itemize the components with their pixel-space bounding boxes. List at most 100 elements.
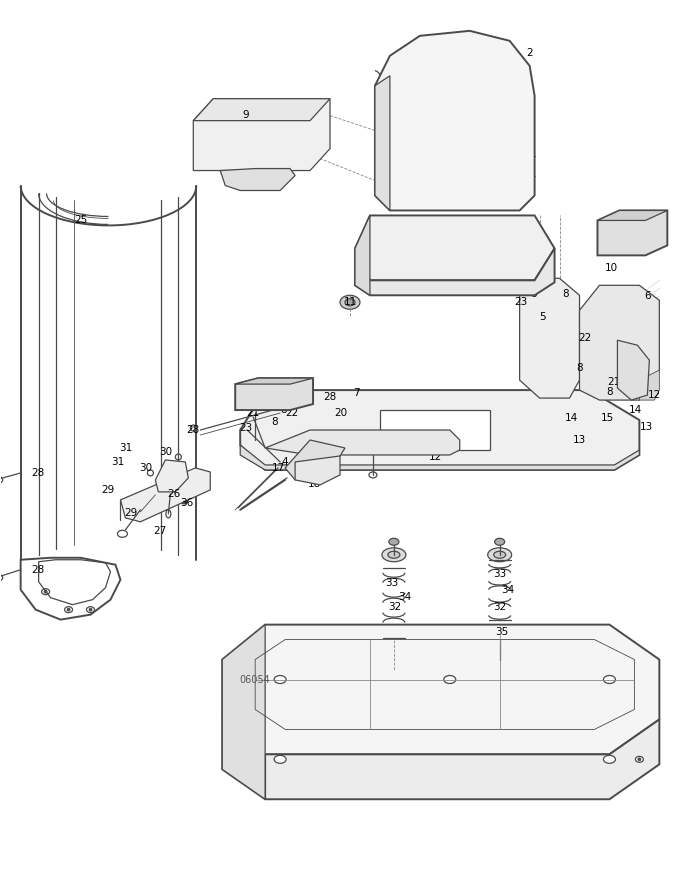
Polygon shape [380, 410, 490, 450]
Ellipse shape [319, 140, 325, 145]
Text: 14: 14 [565, 413, 578, 423]
Ellipse shape [319, 104, 325, 109]
Polygon shape [285, 440, 345, 480]
Ellipse shape [274, 755, 286, 763]
Ellipse shape [169, 475, 172, 479]
Text: 34: 34 [501, 584, 514, 595]
Ellipse shape [635, 756, 643, 762]
Text: 17: 17 [271, 463, 285, 473]
Polygon shape [235, 378, 313, 384]
Polygon shape [617, 340, 649, 400]
Text: 26: 26 [168, 489, 181, 499]
Text: 10: 10 [613, 248, 626, 257]
Ellipse shape [615, 426, 624, 433]
Ellipse shape [197, 158, 203, 163]
Ellipse shape [443, 453, 446, 457]
Ellipse shape [454, 445, 456, 449]
Ellipse shape [282, 460, 286, 464]
Text: 12: 12 [429, 452, 443, 462]
Text: 14: 14 [629, 405, 642, 415]
Ellipse shape [253, 411, 257, 415]
Polygon shape [375, 31, 534, 211]
Polygon shape [375, 76, 390, 211]
Polygon shape [155, 460, 188, 492]
Ellipse shape [432, 445, 437, 449]
Ellipse shape [258, 438, 262, 442]
Ellipse shape [148, 470, 154, 476]
Polygon shape [222, 625, 660, 754]
Text: 28: 28 [31, 564, 44, 575]
Ellipse shape [638, 758, 641, 761]
Text: 31: 31 [119, 443, 132, 453]
Polygon shape [240, 445, 639, 470]
Polygon shape [598, 211, 667, 256]
Text: 20: 20 [335, 408, 347, 418]
Ellipse shape [494, 638, 505, 646]
Polygon shape [355, 248, 555, 295]
Text: 1: 1 [426, 243, 433, 254]
Text: 13: 13 [640, 422, 653, 432]
Text: 28: 28 [187, 425, 200, 435]
Polygon shape [240, 390, 639, 470]
Text: 22: 22 [286, 408, 299, 418]
Ellipse shape [458, 436, 461, 438]
Ellipse shape [44, 591, 47, 593]
Ellipse shape [532, 309, 535, 312]
Text: 25: 25 [74, 215, 87, 226]
Ellipse shape [317, 435, 324, 441]
Text: 8: 8 [271, 417, 277, 427]
Ellipse shape [41, 589, 50, 595]
Text: 35: 35 [495, 626, 508, 637]
Polygon shape [295, 456, 340, 485]
Ellipse shape [310, 466, 320, 475]
Ellipse shape [428, 446, 431, 450]
Ellipse shape [539, 290, 547, 298]
Ellipse shape [280, 458, 288, 466]
Ellipse shape [571, 359, 579, 366]
Ellipse shape [493, 657, 507, 666]
Polygon shape [265, 430, 460, 455]
Text: 11: 11 [343, 298, 356, 307]
Ellipse shape [274, 676, 286, 683]
Ellipse shape [603, 676, 615, 683]
Ellipse shape [0, 574, 3, 582]
Text: 32: 32 [493, 602, 507, 612]
Text: 8: 8 [606, 387, 613, 397]
Text: 10: 10 [605, 263, 618, 273]
Text: 20: 20 [629, 351, 642, 361]
Text: 27: 27 [154, 526, 167, 536]
Text: 10: 10 [294, 435, 307, 445]
Ellipse shape [190, 425, 197, 431]
Ellipse shape [258, 429, 262, 431]
Text: 18: 18 [307, 479, 321, 489]
Text: 34: 34 [398, 592, 411, 602]
Ellipse shape [175, 454, 182, 460]
Ellipse shape [441, 452, 448, 458]
Polygon shape [579, 285, 660, 400]
Ellipse shape [369, 472, 377, 478]
Text: 2: 2 [526, 48, 533, 58]
Ellipse shape [603, 755, 615, 763]
Ellipse shape [494, 551, 506, 558]
Polygon shape [235, 378, 313, 410]
Ellipse shape [256, 437, 265, 444]
Text: 8: 8 [530, 290, 537, 299]
Ellipse shape [89, 608, 92, 611]
Text: 8: 8 [279, 405, 286, 415]
Ellipse shape [389, 538, 399, 545]
Ellipse shape [568, 379, 571, 382]
Ellipse shape [65, 606, 73, 612]
Polygon shape [222, 625, 265, 799]
Ellipse shape [615, 437, 624, 444]
Ellipse shape [166, 510, 171, 518]
Ellipse shape [159, 484, 165, 490]
Ellipse shape [618, 438, 621, 442]
Ellipse shape [182, 500, 187, 504]
Ellipse shape [251, 409, 259, 417]
Ellipse shape [318, 437, 322, 439]
Text: 16: 16 [367, 445, 381, 455]
Text: 22: 22 [578, 333, 591, 343]
Text: 31: 31 [111, 457, 124, 467]
Ellipse shape [430, 443, 440, 452]
Ellipse shape [345, 298, 355, 305]
